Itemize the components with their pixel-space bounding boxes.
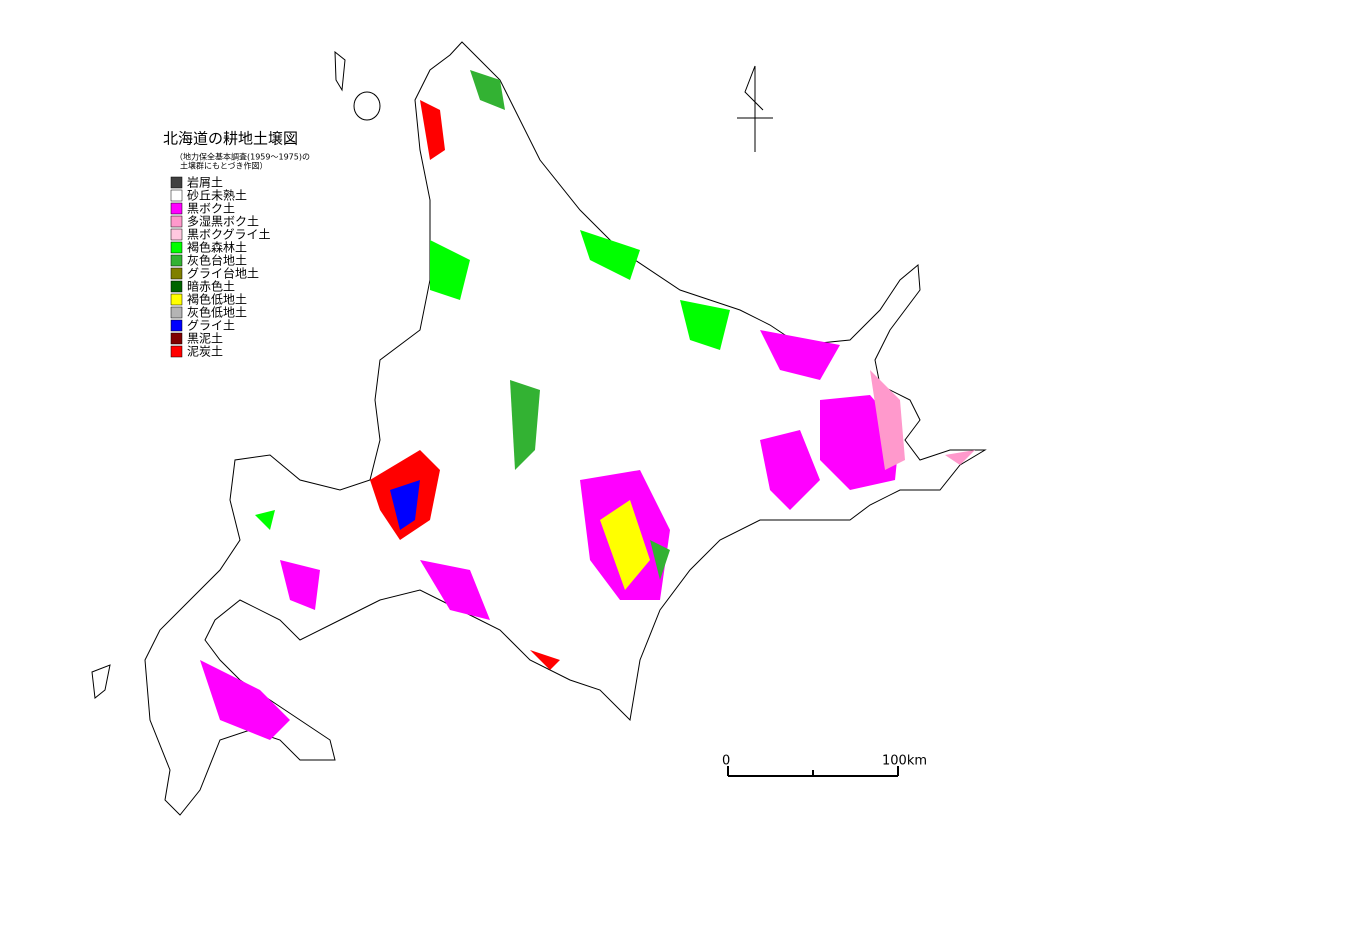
scale-label: 100km	[882, 754, 927, 769]
legend-swatch	[170, 228, 183, 241]
scale-bar	[727, 766, 899, 777]
legend-swatch	[170, 241, 183, 254]
legend-label: 灰色台地土	[187, 253, 247, 268]
map-subtitle: （地力保全基本調査(1959～1975)の	[175, 152, 310, 162]
legend-label: 暗赤色土	[187, 279, 235, 294]
legend-label: グライ台地土	[187, 266, 259, 281]
legend-label: 泥炭土	[187, 345, 223, 359]
soil-patches	[200, 70, 975, 740]
map-title: 北海道の耕地土壌図	[163, 130, 298, 148]
legend-swatch	[170, 319, 183, 332]
legend-swatch	[170, 345, 183, 358]
scale-label: 0	[722, 754, 730, 769]
legend-swatch	[170, 202, 183, 215]
legend-swatch	[170, 267, 183, 280]
legend-label: 岩屑土	[187, 175, 223, 190]
legend-swatch	[170, 176, 183, 189]
legend-swatch	[170, 254, 183, 267]
legend-label: 灰色低地土	[187, 306, 247, 320]
legend-label: 黒泥土	[187, 332, 223, 346]
legend-swatch	[170, 215, 183, 228]
north-arrow	[737, 65, 773, 152]
legend-label: 褐色低地土	[187, 292, 247, 307]
legend-label: 砂丘未熟土	[187, 188, 247, 203]
legend-label: 多湿黒ボク土	[187, 214, 259, 229]
legend-swatch	[170, 306, 183, 319]
legend-swatch	[170, 293, 183, 306]
legend-swatch	[170, 280, 183, 293]
legend-label: グライ土	[187, 319, 235, 333]
map-subtitle: 土壌群にもとづき作図）	[180, 161, 268, 171]
legend-label: 黒ボクグライ土	[187, 228, 271, 242]
legend-label: 褐色森林土	[187, 240, 247, 255]
legend-swatch	[170, 332, 183, 345]
legend: 岩屑土砂丘未熟土黒ボク土多湿黒ボク土黒ボクグライ土褐色森林土灰色台地土グライ台地…	[170, 175, 271, 359]
legend-swatch	[170, 189, 183, 202]
island-outline	[91, 41, 987, 816]
legend-label: 黒ボク土	[187, 202, 235, 216]
